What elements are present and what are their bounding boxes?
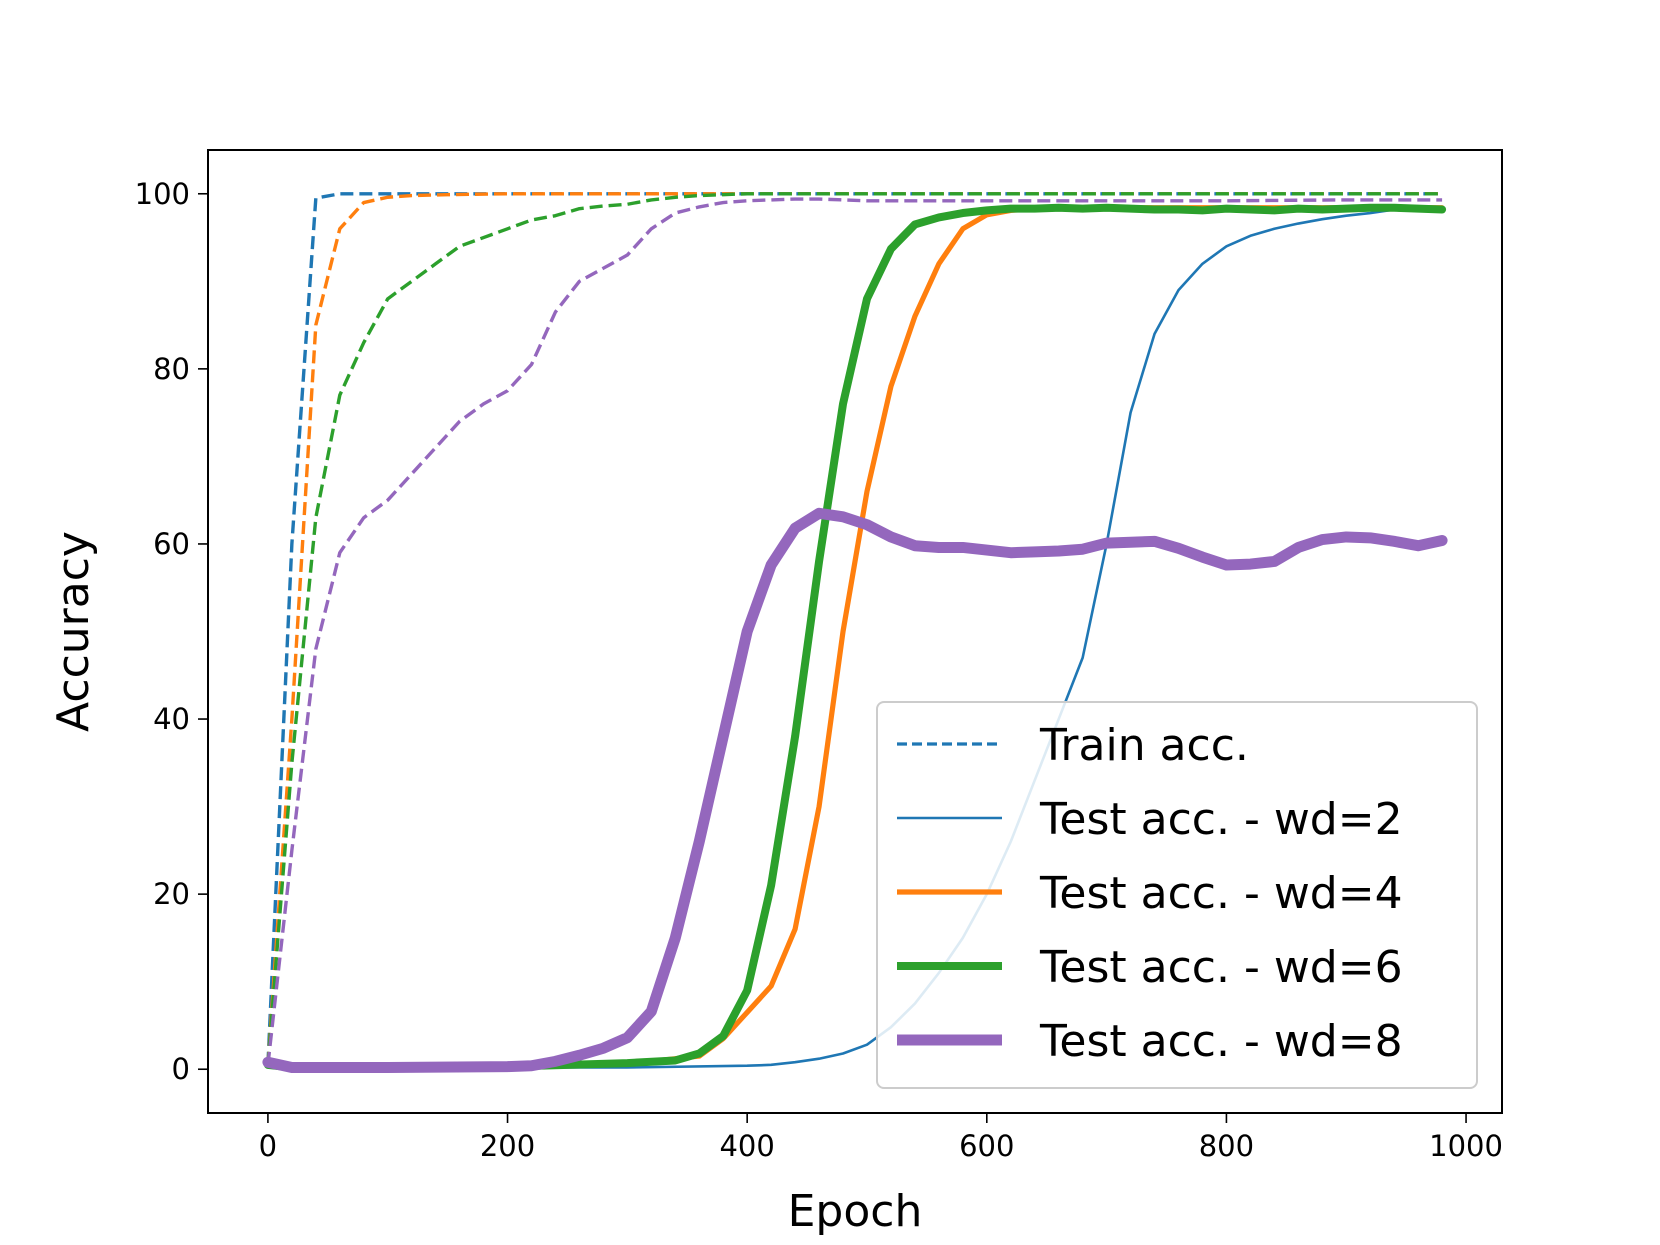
y-tick-label: 20	[153, 877, 190, 911]
x-tick-label: 200	[480, 1129, 535, 1163]
x-tick-label: 1000	[1429, 1129, 1503, 1163]
legend-label: Test acc. - wd=2	[1039, 794, 1403, 845]
train-acc-wd6-line	[266, 192, 1443, 1065]
legend-label: Train acc.	[1039, 720, 1249, 771]
legend: Train acc. Test acc. - wd=2 Test acc. - wd…	[876, 701, 1478, 1089]
legend-label: Test acc. - wd=4	[1039, 868, 1403, 919]
y-tick-label: 80	[153, 352, 190, 386]
x-axis-ticks: 0 200 400 600 800 1000	[259, 1113, 1503, 1163]
x-axis-label: Epoch	[788, 1186, 923, 1237]
legend-label: Test acc. - wd=6	[1039, 942, 1403, 993]
x-tick-label: 0	[259, 1129, 277, 1163]
legend-label: Test acc. - wd=8	[1039, 1016, 1403, 1067]
y-axis-label: Accuracy	[48, 531, 99, 732]
y-tick-label: 40	[153, 702, 190, 736]
y-axis-ticks: 0 20 40 60 80 100	[135, 177, 208, 1086]
x-tick-label: 800	[1199, 1129, 1254, 1163]
x-tick-label: 600	[959, 1129, 1014, 1163]
axes-frame	[207, 149, 1503, 1114]
x-tick-label: 400	[719, 1129, 774, 1163]
y-tick-label: 0	[172, 1052, 190, 1086]
series-layer	[262, 192, 1448, 1073]
train-acc-wd8-line	[266, 197, 1443, 1066]
y-tick-label: 60	[153, 527, 190, 561]
test-acc-wd6-line	[263, 203, 1447, 1072]
test-acc-wd8-line	[262, 507, 1448, 1073]
legend-box	[876, 701, 1478, 1089]
y-tick-label: 100	[135, 177, 190, 211]
